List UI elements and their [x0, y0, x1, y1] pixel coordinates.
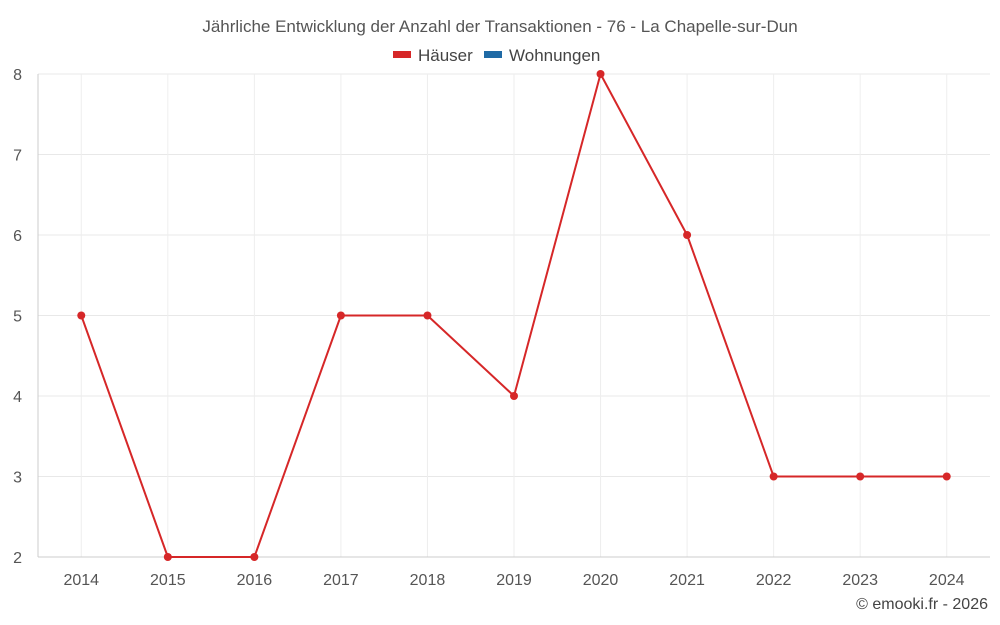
legend-swatch-wohnungen	[484, 51, 502, 58]
legend: Häuser Wohnungen	[393, 46, 600, 65]
y-tick-label: 3	[13, 470, 22, 487]
gridlines	[38, 73, 990, 558]
legend-item-wohnungen[interactable]: Wohnungen	[484, 46, 600, 65]
data-point[interactable]	[510, 392, 518, 400]
legend-label-wohnungen: Wohnungen	[509, 46, 600, 65]
x-tick-label: 2020	[583, 572, 619, 589]
legend-label-haeuser: Häuser	[418, 46, 473, 65]
x-tick-label: 2019	[496, 572, 532, 589]
y-axis-ticks: 2 3 4 5 6 7 8	[13, 67, 22, 567]
data-point[interactable]	[769, 472, 778, 481]
data-point[interactable]	[856, 472, 865, 481]
legend-swatch-haeuser	[393, 51, 411, 58]
x-tick-label: 2016	[237, 572, 273, 589]
x-tick-label: 2023	[842, 572, 878, 589]
data-point[interactable]	[942, 472, 951, 481]
data-point[interactable]	[423, 311, 432, 320]
data-point[interactable]	[250, 553, 259, 561]
data-point[interactable]	[163, 553, 172, 561]
x-tick-label: 2024	[929, 572, 965, 589]
series-haeuser	[77, 70, 951, 561]
x-tick-label: 2017	[323, 572, 359, 589]
data-point[interactable]	[596, 70, 605, 78]
x-tick-label: 2021	[669, 572, 705, 589]
chart-title: Jährliche Entwicklung der Anzahl der Tra…	[202, 17, 797, 36]
x-tick-label: 2014	[63, 572, 99, 589]
credit-text: © emooki.fr - 2026	[856, 596, 988, 613]
y-tick-label: 5	[13, 309, 22, 326]
y-tick-label: 4	[13, 389, 22, 406]
x-tick-label: 2015	[150, 572, 186, 589]
data-point[interactable]	[683, 231, 692, 239]
y-tick-label: 7	[13, 148, 22, 165]
x-axis-ticks: 2014 2015 2016 2017 2018 2019 2020 2021 2022 2023…	[63, 572, 964, 589]
y-tick-label: 8	[13, 67, 22, 84]
x-tick-label: 2022	[756, 572, 792, 589]
x-tick-label: 2018	[410, 572, 446, 589]
data-point[interactable]	[336, 311, 345, 320]
data-point[interactable]	[77, 311, 86, 320]
y-tick-label: 6	[13, 228, 22, 245]
legend-item-haeuser[interactable]: Häuser	[393, 46, 473, 65]
y-tick-label: 2	[13, 550, 22, 567]
